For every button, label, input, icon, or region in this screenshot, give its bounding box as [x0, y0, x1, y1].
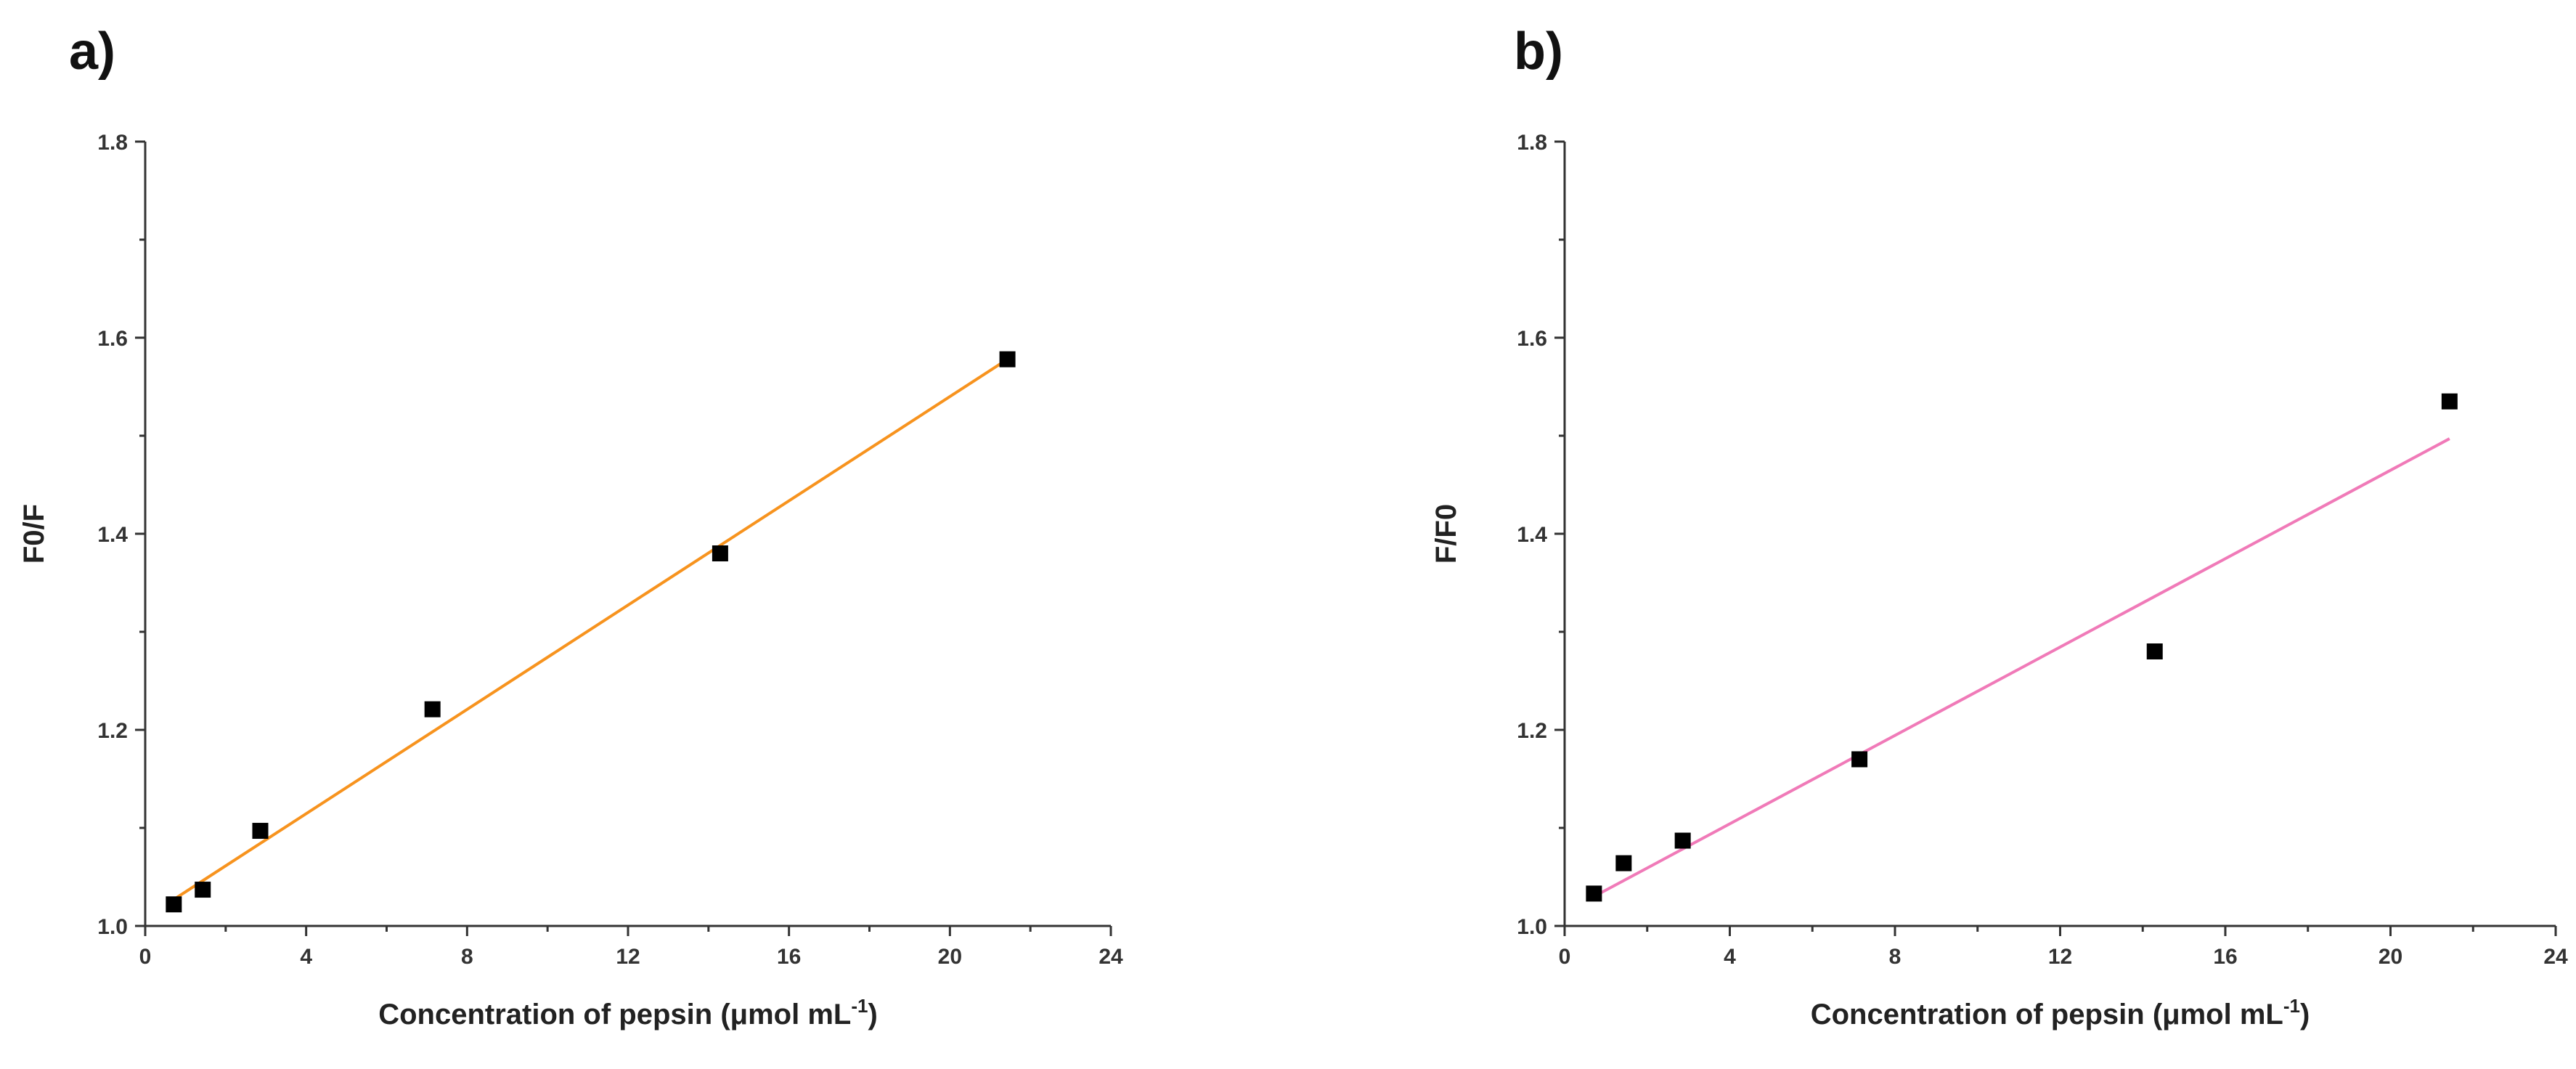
- data-point: [166, 896, 182, 913]
- data-point: [1851, 751, 1868, 768]
- x-tick-label: 8: [1889, 945, 1902, 969]
- panel-label: a): [69, 23, 115, 81]
- x-tick-label: 4: [1724, 945, 1736, 969]
- x-tick-label: 20: [938, 945, 962, 969]
- x-tick-label: 20: [2379, 945, 2402, 969]
- y-tick-label: 1.4: [1517, 523, 1547, 547]
- y-tick-label: 1.0: [97, 915, 128, 939]
- y-axis-label: F/F0: [1430, 504, 1462, 564]
- panel-a: a) 0 4 8 12 16 20 24 1.0 1.2 1.4 1.6 1.8 Concentratio…: [18, 23, 1123, 1031]
- x-tick-label: 8: [461, 945, 473, 969]
- data-point: [999, 351, 1016, 367]
- x-tick-label: 4: [300, 945, 312, 969]
- x-tick-label: 12: [2048, 945, 2072, 969]
- x-axis-label: Concentration of pepsin (μmol mL-1): [1811, 995, 2310, 1031]
- x-tick-label: 24: [1099, 945, 1123, 969]
- data-point: [712, 545, 728, 561]
- panel-b: b) 0 4 8 12 16 20 24 1.0 1.2 1.4 1.6 1.8 Concentratio…: [1430, 23, 2568, 1031]
- data-point: [252, 823, 269, 840]
- panel-label: b): [1514, 23, 1563, 81]
- x-tick-label: 24: [2543, 945, 2568, 969]
- data-point: [195, 882, 211, 898]
- data-point: [1674, 832, 1691, 849]
- y-tick-label: 1.4: [97, 523, 128, 547]
- data-point: [424, 701, 441, 718]
- y-tick-label: 1.2: [1517, 719, 1547, 743]
- data-point: [2441, 393, 2458, 410]
- data-point: [2146, 643, 2163, 659]
- x-tick-label: 12: [616, 945, 640, 969]
- y-tick-label: 1.2: [97, 719, 128, 743]
- fit-line: [1593, 437, 2450, 898]
- y-tick-label: 1.8: [1517, 131, 1547, 155]
- x-tick-label: 0: [139, 945, 152, 969]
- x-tick-label: 16: [777, 945, 801, 969]
- y-tick-label: 1.6: [97, 327, 128, 351]
- data-point: [1615, 855, 1632, 871]
- data-point: [1586, 885, 1602, 902]
- x-axis-label: Concentration of pepsin (μmol mL-1): [378, 995, 878, 1031]
- x-tick-label: 16: [2213, 945, 2237, 969]
- fit-line: [173, 358, 1008, 901]
- y-axis-label: F0/F: [18, 504, 50, 564]
- y-tick-label: 1.8: [97, 131, 128, 155]
- x-tick-label: 0: [1559, 945, 1571, 969]
- y-tick-label: 1.6: [1517, 327, 1547, 351]
- y-tick-label: 1.0: [1517, 915, 1547, 939]
